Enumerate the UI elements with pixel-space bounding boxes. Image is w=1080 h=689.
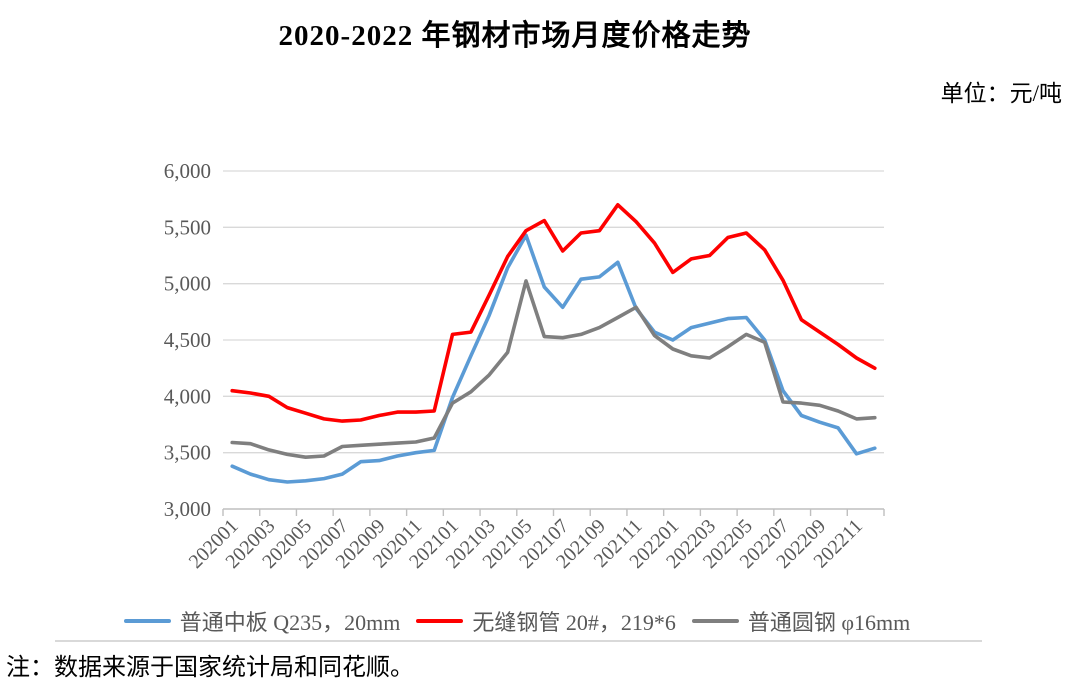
y-axis-tick-label: 3,500 bbox=[164, 441, 211, 465]
legend-item-yuangang: 普通圆钢 φ16mm bbox=[691, 605, 911, 637]
y-axis-tick-label: 4,500 bbox=[164, 328, 211, 352]
legend-label: 无缝钢管 20#，219*6 bbox=[472, 610, 676, 635]
legend-item-zhongban: 普通中板 Q235，20mm bbox=[123, 605, 401, 637]
y-axis-tick-label: 3,000 bbox=[164, 497, 211, 521]
chart-legend: 普通中板 Q235，20mm 无缝钢管 20#，219*6 普通圆钢 φ16mm bbox=[0, 605, 1034, 637]
y-axis-tick-label: 6,000 bbox=[164, 159, 211, 183]
series-line-gray bbox=[230, 279, 877, 460]
legend-line-swatch-blue bbox=[123, 619, 171, 623]
legend-line-swatch-red bbox=[416, 619, 464, 623]
chart-title: 2020-2022 年钢材市场月度价格走势 bbox=[278, 20, 752, 52]
legend-line-swatch-gray bbox=[691, 619, 739, 623]
y-axis-tick-label: 5,000 bbox=[164, 272, 211, 296]
source-note: 注：数据来源于国家统计局和同花顺。 bbox=[6, 655, 414, 681]
legend-label: 普通圆钢 φ16mm bbox=[747, 610, 911, 635]
footer-divider bbox=[55, 640, 982, 642]
unit-label: 单位：元/吨 bbox=[940, 81, 1062, 106]
y-axis-tick-label: 5,500 bbox=[164, 215, 211, 239]
legend-item-wufeng-gangguan: 无缝钢管 20#，219*6 bbox=[416, 605, 676, 637]
series-line-red bbox=[230, 203, 877, 423]
legend-label: 普通中板 Q235，20mm bbox=[179, 610, 401, 635]
y-axis-tick-label: 4,000 bbox=[164, 384, 211, 408]
